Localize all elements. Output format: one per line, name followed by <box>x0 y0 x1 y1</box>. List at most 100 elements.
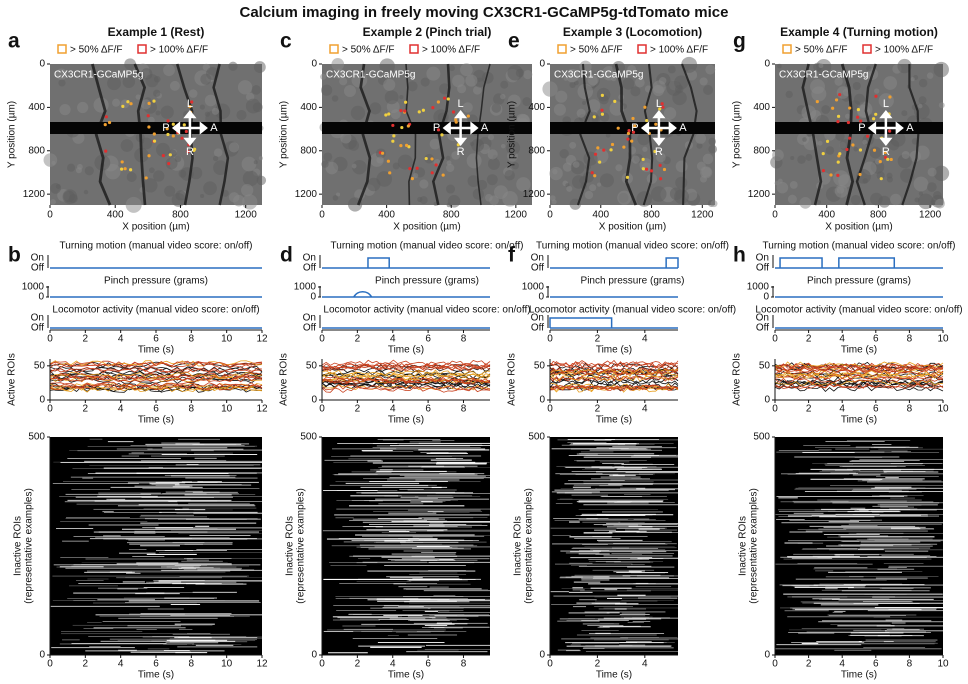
time-tick-label: 2 <box>83 334 89 345</box>
y-tick-label: 400 <box>528 102 545 113</box>
image-cell <box>171 134 175 138</box>
image-cell <box>168 153 172 157</box>
time-tick-label: 4 <box>839 334 845 345</box>
active-trace <box>49 370 263 377</box>
time-axis-label: Time (s) <box>388 670 424 681</box>
image-texture <box>253 61 266 74</box>
image-cell <box>421 108 425 112</box>
image-texture <box>392 162 400 170</box>
y-axis-label: Inactive ROIs <box>13 516 24 576</box>
image-texture <box>487 134 495 141</box>
active-trace <box>321 386 491 393</box>
time-tick-label: 0 <box>547 659 553 670</box>
image-texture <box>487 149 498 160</box>
pinch-tick-label: 0 <box>310 292 316 303</box>
behavior-label: Pinch pressure (grams) <box>375 276 479 287</box>
image-texture <box>420 77 430 87</box>
image-cell <box>609 148 613 152</box>
time-axis-label: Time (s) <box>596 345 632 356</box>
image-texture <box>559 149 569 159</box>
on-label: On <box>756 313 769 324</box>
y-tick-label: 800 <box>528 145 545 156</box>
image-cell <box>190 100 194 104</box>
time-axis-label: Time (s) <box>138 670 174 681</box>
image-texture <box>352 159 367 175</box>
image-texture <box>77 163 83 170</box>
image-cell <box>858 148 863 152</box>
image-texture <box>165 157 178 170</box>
image-cell <box>622 145 626 149</box>
behavior-on <box>665 257 679 268</box>
image-texture <box>675 176 688 189</box>
image-texture <box>511 162 519 170</box>
image-texture <box>705 64 716 75</box>
image-texture <box>576 108 586 118</box>
image-texture <box>642 146 648 152</box>
image-texture <box>601 66 617 81</box>
active-trace <box>49 367 263 374</box>
image-bar <box>50 122 262 134</box>
time-tick-label: 2 <box>355 334 361 345</box>
image-texture <box>124 58 136 71</box>
panel-letter: e <box>508 30 520 53</box>
on-label: On <box>303 313 316 324</box>
active-trace <box>321 364 491 371</box>
y-tick-label: 0 <box>311 395 317 406</box>
image-cell <box>180 136 184 140</box>
image-texture <box>927 167 937 177</box>
time-tick-label: 12 <box>256 404 268 415</box>
active-trace <box>774 379 944 386</box>
image-texture <box>589 184 597 192</box>
image-texture <box>67 163 76 172</box>
image-texture <box>204 94 217 107</box>
off-label: Off <box>531 323 544 334</box>
y-tick-label: 400 <box>28 102 45 113</box>
time-tick-label: 4 <box>390 659 396 670</box>
image-texture <box>918 78 928 88</box>
x-tick-label: 800 <box>443 210 460 221</box>
image-cell <box>129 102 133 106</box>
image-texture <box>816 58 832 75</box>
y-tick-label: 0 <box>764 650 770 661</box>
image-cell <box>454 118 458 122</box>
image-texture <box>199 104 205 110</box>
image-texture <box>878 195 891 208</box>
x-tick-label: 800 <box>643 210 660 221</box>
image-texture <box>407 81 418 92</box>
image-cell <box>446 97 450 101</box>
off-label: Off <box>756 323 769 334</box>
image-texture <box>853 146 859 152</box>
image-vessel <box>405 63 417 206</box>
time-axis-label: Time (s) <box>138 345 174 356</box>
image-texture <box>553 103 566 116</box>
active-trace <box>321 366 491 373</box>
image-cell <box>171 122 175 126</box>
image-cell <box>815 100 819 104</box>
y-axis-label: Inactive ROIs <box>738 516 749 576</box>
image-texture <box>228 142 240 153</box>
image-texture <box>241 156 257 172</box>
image-texture <box>156 142 170 157</box>
image-texture <box>384 90 399 105</box>
image-texture <box>810 79 826 95</box>
image-cell <box>431 106 435 110</box>
y-tick-label: 0 <box>764 395 770 406</box>
image-cell <box>182 123 186 127</box>
image-texture <box>164 185 176 197</box>
image-texture <box>651 186 667 202</box>
image-cell <box>466 114 470 118</box>
orientation-label: P <box>631 122 638 134</box>
image-texture <box>542 81 558 97</box>
active-trace <box>774 369 944 377</box>
image-texture <box>369 102 382 115</box>
image-cell <box>129 168 133 172</box>
image-texture <box>258 156 263 161</box>
time-tick-label: 0 <box>772 404 778 415</box>
image-texture <box>135 94 141 100</box>
time-tick-label: 6 <box>153 659 159 670</box>
active-trace <box>49 385 263 393</box>
y-axis-label: Y position (µm) <box>507 101 518 168</box>
image-texture <box>582 100 587 105</box>
image-vessel <box>855 63 877 206</box>
image-texture <box>515 68 525 78</box>
